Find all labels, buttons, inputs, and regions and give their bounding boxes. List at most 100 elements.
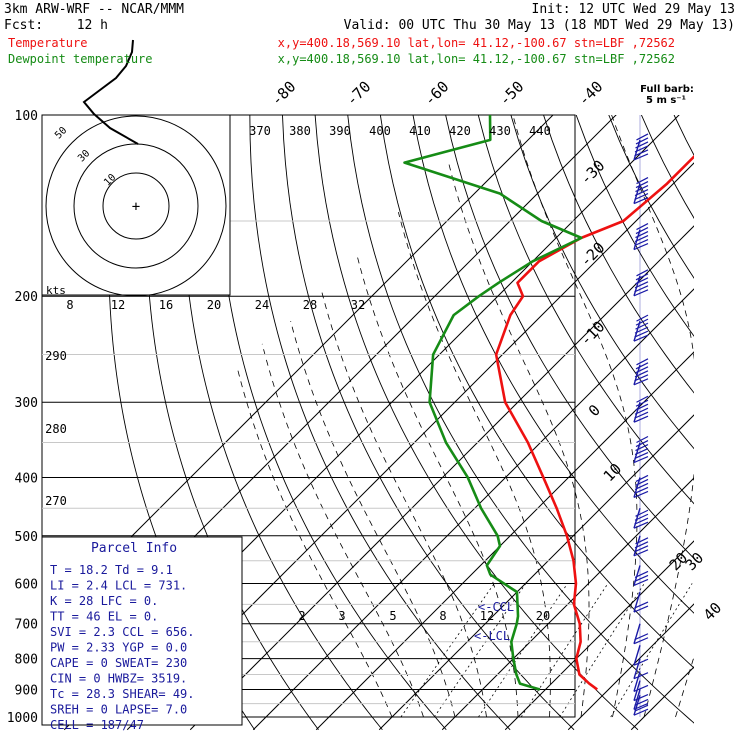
isotherm-line <box>567 603 694 731</box>
pressure-tick-label: 200 <box>15 290 38 305</box>
parcel-row: TT = 46 EL = 0. <box>50 610 158 624</box>
moist-adiabat <box>356 253 519 718</box>
wind-barb <box>633 314 649 342</box>
init-time: Init: 12 UTC Wed 29 May 13 <box>532 2 736 17</box>
wind-barb <box>633 133 649 161</box>
isotherm-line <box>252 288 694 731</box>
parcel-title: Parcel Info <box>91 541 177 556</box>
hodograph-center: + <box>132 199 140 215</box>
theta-tick-label: 400 <box>369 124 391 138</box>
pressure-tick-label: 700 <box>15 618 38 633</box>
speed-tick-label: 16 <box>159 298 173 312</box>
hodograph-ring <box>45 115 227 297</box>
theta-tick-label: 390 <box>329 124 351 138</box>
forecast-hour: 12 h <box>77 18 108 33</box>
wind-barb <box>633 658 649 680</box>
dewpoint-location: x,y=400.18,569.10 lat,lon= 41.12,-100.67… <box>278 52 675 66</box>
dry-adiabat <box>216 115 447 731</box>
moist-adiabat <box>675 655 694 718</box>
full-barb-value: 5 m s⁻¹ <box>646 95 686 106</box>
isotherm-tick-label: 0 <box>585 401 604 420</box>
parcel-row: Tc = 28.3 SHEAR= 49. <box>50 687 195 701</box>
wind-barb <box>633 474 649 498</box>
mixing-ratio-label: 20 <box>536 609 550 623</box>
isotherm-line <box>693 729 694 730</box>
parcel-row: PW = 2.33 YGP = 0.0 <box>50 641 187 655</box>
mixing-ratio-label: 12 <box>480 609 494 623</box>
moist-adiabat <box>707 115 740 717</box>
isotherm-tick-label: 40 <box>700 599 726 625</box>
dry-adiabat <box>181 115 383 731</box>
parcel-row: T = 18.2 Td = 9.1 <box>50 563 173 577</box>
theta-tick-label: 290 <box>45 349 67 363</box>
speed-tick-label: 28 <box>303 298 317 312</box>
isotherm-line <box>504 540 694 731</box>
dry-adiabat <box>249 115 511 731</box>
forecast-label: Fcst: <box>4 18 43 33</box>
moist-adiabat <box>611 115 694 718</box>
parcel-row: CELL = 187/47 <box>50 718 144 732</box>
isotherm-line <box>315 351 694 731</box>
mixing-ratio-line <box>610 583 693 718</box>
full-barb-label: Full barb: <box>640 84 694 95</box>
dry-adiabat <box>575 115 694 337</box>
wind-barb <box>633 395 649 423</box>
dry-adiabat <box>412 115 694 614</box>
pressure-tick-label: 800 <box>15 653 38 668</box>
wind-barb <box>633 269 649 297</box>
wind-barb <box>633 508 649 529</box>
ccl-marker: <-CCL <box>478 600 514 614</box>
theta-tick-label: 440 <box>529 124 551 138</box>
dry-adiabat <box>510 115 694 450</box>
isotherm-tick-label: -60 <box>421 78 453 110</box>
theta-tick-label: 430 <box>489 124 511 138</box>
dewpoint-legend: Dewpoint temperature <box>8 52 153 66</box>
model-title: 3km ARW-WRF -- NCAR/MMM <box>4 2 184 17</box>
dry-adiabat <box>707 115 740 730</box>
pressure-tick-label: 500 <box>15 530 38 545</box>
temperature-location: x,y=400.18,569.10 lat,lon= 41.12,-100.67… <box>278 36 675 50</box>
mixing-ratio-label: 8 <box>439 609 446 623</box>
theta-tick-label: 380 <box>289 124 311 138</box>
wind-barb <box>633 177 649 205</box>
pressure-tick-label: 900 <box>15 683 38 698</box>
isotherm-tick-label: 30 <box>682 549 708 575</box>
pressure-tick-label: 600 <box>15 577 38 592</box>
parcel-row: SVI = 2.3 CCL = 656. <box>50 625 195 639</box>
parcel-row: CIN = 0 HWBZ= 3519. <box>50 672 187 686</box>
pressure-tick-label: 300 <box>15 396 38 411</box>
parcel-info-box: Parcel Info T = 18.2 Td = 9.1 LI = 2.4 LCL… <box>41 536 243 732</box>
sounding-profiles <box>403 115 694 691</box>
temperature-legend: Temperature <box>8 36 87 50</box>
pressure-tick-label: 400 <box>15 471 38 486</box>
parcel-row: CAPE = 0 SWEAT= 230 <box>50 656 187 670</box>
speed-tick-label: 32 <box>351 298 365 312</box>
pressure-tick-label: 100 <box>15 109 38 124</box>
moist-adiabat <box>237 369 393 718</box>
dry-adiabat <box>608 115 694 279</box>
temperature-profile <box>494 154 694 691</box>
speed-tick-label: 20 <box>207 298 221 312</box>
wind-barb <box>633 535 649 557</box>
mixing-ratio-label: 2 <box>298 609 305 623</box>
isotherm-tick-label: -40 <box>575 78 607 110</box>
hodograph-frame <box>41 114 231 296</box>
wind-barb <box>633 591 649 613</box>
dry-adiabat <box>641 115 694 219</box>
isotherm-tick-label: -50 <box>496 78 528 110</box>
wind-barb <box>633 223 649 251</box>
wind-barb <box>633 565 649 586</box>
chart-header: 3km ARW-WRF -- NCAR/MMM Init: 12 UTC Wed… <box>4 2 735 66</box>
wind-barb <box>633 694 649 716</box>
parcel-row: SREH = 0 LAPSE= 7.0 <box>50 703 187 717</box>
speed-tick-label: 12 <box>111 298 125 312</box>
isotherm-tick-label: 10 <box>600 460 626 486</box>
wind-barb <box>633 645 649 666</box>
speed-tick-label: 8 <box>66 298 73 312</box>
wind-barb <box>633 435 649 464</box>
moist-adiabat <box>398 212 551 718</box>
lcl-marker: <-LCL <box>474 629 510 643</box>
isotherm-tick-label: -70 <box>343 78 375 110</box>
mixing-ratio-line <box>559 583 645 718</box>
